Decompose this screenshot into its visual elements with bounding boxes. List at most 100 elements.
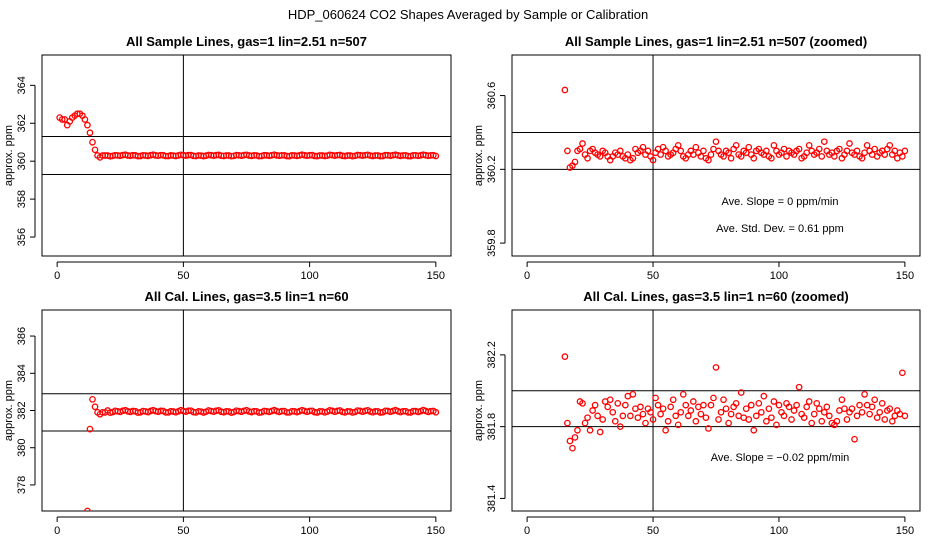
data-point — [596, 428, 604, 436]
data-point — [58, 116, 66, 123]
data-point — [853, 412, 861, 420]
data-point — [596, 153, 604, 160]
data-point — [836, 145, 843, 153]
data-point — [566, 437, 574, 445]
x-tick-label: 0 — [54, 525, 60, 537]
data-point — [639, 143, 647, 151]
plot-frame — [511, 54, 921, 257]
data-point — [677, 408, 685, 416]
data-point — [599, 416, 607, 423]
chart-title: All Sample Lines, gas=1 lin=2.51 n=507 (… — [565, 34, 867, 49]
data-point — [644, 147, 652, 155]
data-point — [760, 392, 768, 400]
data-point — [581, 419, 589, 427]
data-point — [818, 153, 826, 160]
data-point — [820, 138, 828, 146]
data-point — [662, 147, 669, 155]
data-point — [637, 403, 644, 411]
data-point — [614, 399, 622, 407]
data-point — [805, 142, 813, 149]
data-point — [901, 147, 909, 155]
panel-cal-lines-zoomed: All Cal. Lines, gas=3.5 lin=1 n=60 (zoom… — [473, 289, 921, 537]
y-tick-label: 382.2 — [486, 341, 498, 369]
data-point — [669, 396, 677, 404]
data-point — [881, 416, 889, 423]
data-point — [657, 410, 664, 418]
data-point — [810, 410, 818, 418]
data-point — [732, 399, 740, 407]
data-point — [700, 147, 707, 155]
data-point — [624, 151, 632, 158]
data-point — [594, 412, 601, 420]
data-point — [886, 405, 894, 413]
data-point — [790, 407, 798, 414]
data-point — [745, 143, 753, 151]
panel-sample-lines-zoomed: All Sample Lines, gas=1 lin=2.51 n=507 (… — [473, 34, 921, 282]
data-point — [564, 147, 571, 155]
data-point — [705, 425, 712, 432]
data-point — [662, 426, 669, 434]
data-point — [727, 154, 735, 162]
data-point — [629, 154, 637, 162]
x-tick-label: 0 — [524, 270, 530, 282]
data-point — [571, 434, 579, 441]
data-point — [725, 149, 732, 157]
x-tick-label: 150 — [427, 525, 445, 537]
data-point — [841, 405, 848, 413]
x-tick-label: 50 — [177, 270, 189, 282]
data-point — [649, 156, 657, 164]
data-point — [773, 421, 780, 429]
data-point — [846, 140, 853, 147]
data-point — [89, 138, 96, 146]
data-point — [843, 416, 851, 423]
data-point — [591, 401, 599, 409]
data-point — [621, 401, 629, 409]
data-point — [732, 142, 740, 149]
data-point — [873, 414, 881, 422]
y-tick-label: 358 — [16, 190, 28, 208]
data-point — [432, 408, 440, 416]
data-point — [712, 138, 720, 146]
data-point — [747, 401, 755, 409]
data-point — [629, 390, 637, 398]
y-tick-label: 360.6 — [486, 82, 498, 110]
data-point — [616, 423, 624, 431]
data-point — [858, 408, 866, 416]
data-point — [619, 412, 627, 420]
data-point — [876, 408, 884, 416]
data-point — [86, 129, 94, 137]
data-point — [851, 435, 858, 443]
data-point — [800, 414, 808, 422]
data-point — [775, 401, 783, 409]
data-point — [652, 394, 659, 402]
data-point — [861, 390, 868, 398]
data-point — [856, 401, 863, 409]
data-point — [561, 86, 569, 94]
y-tick-label: 380 — [16, 439, 28, 457]
data-points — [56, 110, 440, 161]
data-point — [763, 417, 770, 425]
data-point — [720, 153, 727, 160]
data-point — [616, 147, 624, 155]
data-point — [657, 151, 664, 158]
data-point — [768, 414, 775, 422]
data-point — [823, 403, 831, 411]
data-point — [813, 399, 821, 407]
y-axis-label: approx. ppm — [3, 380, 15, 441]
data-point — [91, 403, 99, 411]
x-tick-label: 100 — [300, 525, 318, 537]
data-point — [757, 408, 765, 416]
data-point — [788, 416, 795, 423]
y-tick-label: 356 — [16, 228, 28, 246]
data-point — [707, 401, 715, 409]
plot-frame — [511, 309, 921, 512]
data-point — [717, 408, 725, 416]
data-point — [795, 383, 803, 391]
data-point — [871, 396, 879, 404]
x-tick-label: 50 — [647, 525, 659, 537]
data-point — [571, 158, 579, 166]
data-point — [574, 426, 581, 434]
data-point — [589, 407, 596, 414]
data-point — [899, 153, 906, 160]
data-point — [768, 154, 775, 162]
